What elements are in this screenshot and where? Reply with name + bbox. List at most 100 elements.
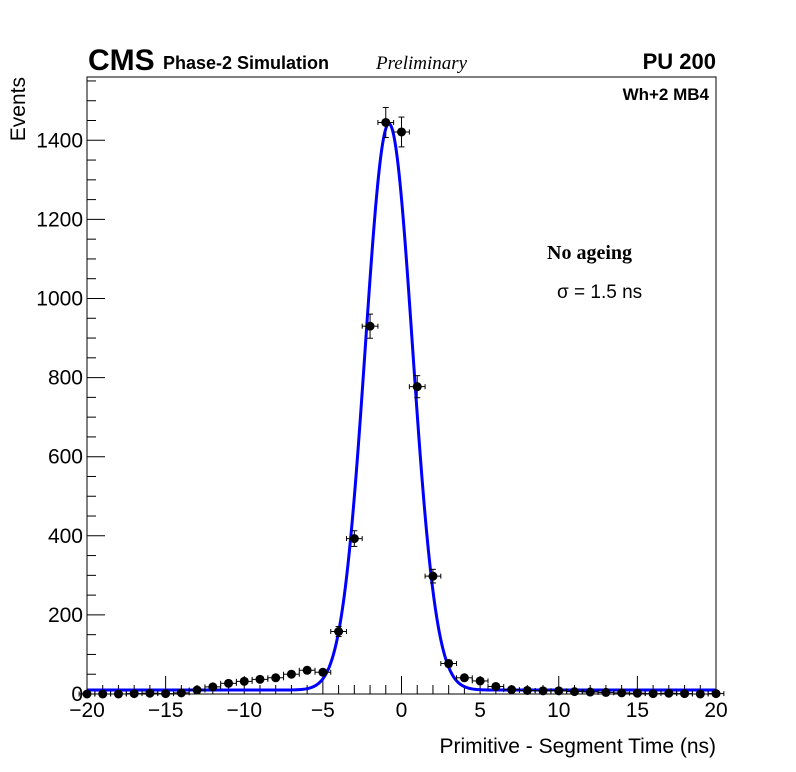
data-marker xyxy=(554,686,564,696)
data-marker xyxy=(365,321,375,331)
data-marker xyxy=(286,669,296,679)
y-tick-label: 800 xyxy=(48,367,83,390)
data-marker xyxy=(585,687,595,697)
data-marker xyxy=(318,667,328,677)
data-point xyxy=(456,673,473,683)
data-point xyxy=(550,686,568,696)
data-point xyxy=(471,676,489,686)
x-tick-label: −15 xyxy=(148,699,184,722)
x-tick-label: 0 xyxy=(396,699,408,722)
data-marker xyxy=(239,676,249,686)
data-marker xyxy=(145,688,155,698)
x-tick-label: 5 xyxy=(474,699,486,722)
x-axis: −20 −15 −10 −5 0 5 10 15 20 xyxy=(69,676,728,722)
data-point xyxy=(534,686,552,696)
data-marker xyxy=(664,688,674,698)
data-point xyxy=(141,688,159,698)
pileup-label: PU 200 xyxy=(643,49,716,74)
x-tick-label: 10 xyxy=(547,699,570,722)
data-point xyxy=(298,665,316,675)
simulation-label: Phase-2 Simulation xyxy=(163,53,329,73)
data-point xyxy=(393,116,410,148)
data-marker xyxy=(507,685,517,695)
y-tick-label: 200 xyxy=(48,604,83,627)
data-point xyxy=(408,375,426,399)
data-marker xyxy=(334,627,344,637)
data-marker xyxy=(491,681,501,691)
x-axis-title: Primitive - Segment Time (ns) xyxy=(439,735,716,758)
data-point xyxy=(172,688,190,698)
data-point xyxy=(251,674,269,684)
y-axis: 0 200 400 600 800 1000 1200 1400 xyxy=(36,80,105,706)
data-marker xyxy=(711,689,721,699)
data-point xyxy=(629,688,646,698)
data-marker xyxy=(444,659,454,669)
chamber-label: Wh+2 MB4 xyxy=(623,85,710,104)
data-marker xyxy=(522,685,532,695)
condition-label: No ageing xyxy=(547,242,632,264)
data-marker xyxy=(397,127,406,137)
data-point xyxy=(235,676,253,686)
data-marker xyxy=(192,685,202,695)
data-point xyxy=(283,669,300,679)
data-point xyxy=(314,667,332,677)
data-marker xyxy=(381,117,391,127)
data-points-layer xyxy=(78,106,725,699)
plot-frame xyxy=(86,76,717,695)
data-marker xyxy=(82,689,92,699)
data-marker xyxy=(475,676,485,686)
data-marker xyxy=(113,689,123,699)
x-tick-label: 20 xyxy=(704,699,727,722)
x-tick-label: −20 xyxy=(69,699,105,722)
sigma-label: σ = 1.5 ns xyxy=(557,282,642,303)
fit-curve xyxy=(87,122,716,692)
sigma-symbol: σ xyxy=(557,282,569,303)
y-axis-title: Events xyxy=(7,77,30,141)
fit-curve-layer xyxy=(87,122,716,692)
data-marker xyxy=(161,689,171,699)
data-marker xyxy=(255,674,265,684)
x-tick-label: 15 xyxy=(626,699,649,722)
data-marker xyxy=(459,673,469,683)
data-marker xyxy=(695,689,705,699)
data-point xyxy=(267,673,285,683)
data-point xyxy=(707,689,725,699)
data-point xyxy=(503,685,520,695)
y-tick-label: 600 xyxy=(48,446,83,469)
y-tick-label: 1400 xyxy=(36,129,83,152)
data-point xyxy=(613,688,631,698)
data-point xyxy=(345,530,363,547)
data-point xyxy=(691,689,709,699)
x-tick-label: −5 xyxy=(311,699,335,722)
data-marker xyxy=(680,689,690,699)
data-marker xyxy=(648,689,658,699)
data-marker xyxy=(208,682,218,692)
data-marker xyxy=(428,571,438,581)
data-marker xyxy=(412,382,422,392)
data-marker xyxy=(98,689,108,699)
status-label: Preliminary xyxy=(375,53,468,74)
data-marker xyxy=(224,678,234,688)
data-marker xyxy=(129,689,139,699)
data-point xyxy=(330,626,347,637)
y-tick-label: 1200 xyxy=(36,208,83,231)
data-point xyxy=(440,659,458,669)
data-marker xyxy=(271,673,281,683)
x-tick-label: −10 xyxy=(226,699,262,722)
data-marker xyxy=(601,687,611,697)
data-point xyxy=(518,685,536,695)
data-point xyxy=(204,682,222,692)
data-point xyxy=(487,681,505,691)
data-point xyxy=(361,313,379,339)
data-point xyxy=(377,106,395,139)
experiment-label: CMS xyxy=(88,44,155,77)
data-point xyxy=(581,687,599,697)
data-marker xyxy=(349,534,359,544)
sigma-value: = 1.5 ns xyxy=(569,282,642,303)
y-tick-label: 400 xyxy=(48,525,83,548)
data-point xyxy=(566,687,583,697)
data-marker xyxy=(617,688,627,698)
data-point xyxy=(676,689,693,699)
data-point xyxy=(597,687,615,697)
